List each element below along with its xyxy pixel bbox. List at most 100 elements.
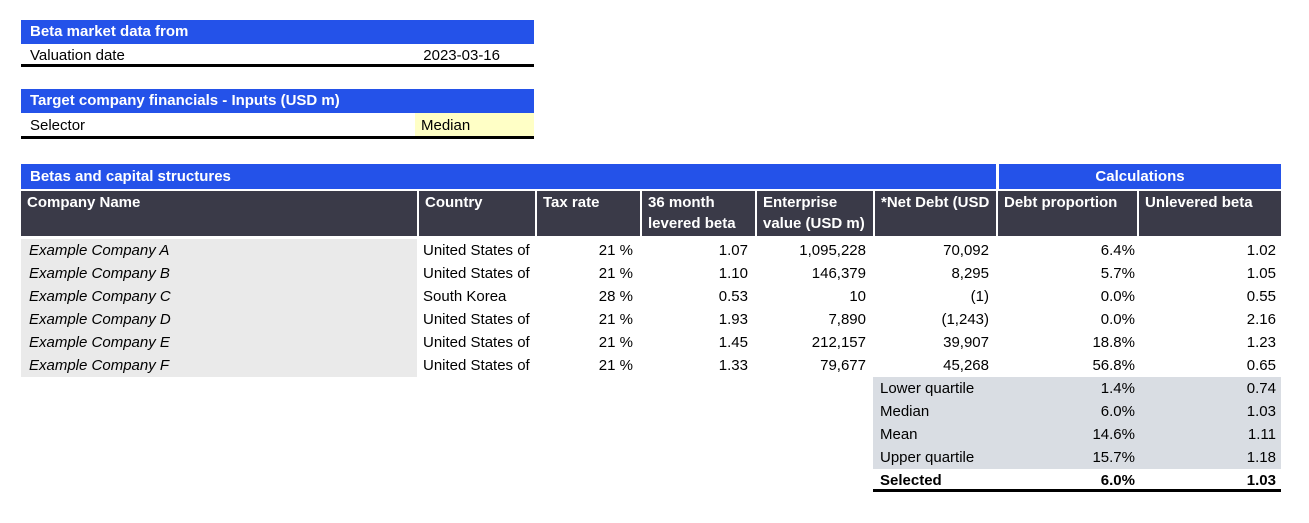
valuation-date-value: 2023-03-16: [423, 47, 500, 64]
company-name-cell: Example Company E: [21, 331, 417, 354]
tax-rate-cell: 21 %: [598, 357, 633, 374]
unlevered-beta-cell: 1.23: [1246, 334, 1276, 351]
enterprise-value-cell: 7,890: [828, 311, 866, 328]
net-debt-cell: (1): [970, 288, 989, 305]
summary-block: Lower quartile 1.4% 0.74 Median 6.0% 1.0…: [21, 377, 1281, 492]
col-header-net-debt: *Net Debt (USD: [873, 191, 996, 236]
col-header-country: Country: [417, 191, 535, 236]
summary-row-median: Median 6.0% 1.03: [21, 400, 1281, 423]
summary-label: Lower quartile: [880, 380, 975, 397]
country-cell: South Korea: [423, 288, 507, 305]
unlevered-beta-cell: 1.05: [1246, 265, 1276, 282]
summary-label: Selected: [880, 472, 942, 489]
valuation-date-label: Valuation date: [30, 47, 125, 64]
valuation-date-row: Valuation date 2023-03-16: [21, 44, 534, 67]
banner-divider: [996, 164, 999, 189]
summary-label: Mean: [880, 426, 918, 443]
debt-proportion-cell: 56.8%: [1092, 357, 1135, 374]
summary-debt-proportion: 1.4%: [1100, 380, 1135, 397]
enterprise-value-cell: 10: [849, 288, 866, 305]
company-name-cell: Example Company C: [21, 285, 417, 308]
debt-proportion-cell: 5.7%: [1100, 265, 1135, 282]
summary-row-upper-quartile: Upper quartile 15.7% 1.18: [21, 446, 1281, 469]
country-cell: United States of: [423, 357, 530, 374]
company-name-cell: Example Company B: [21, 262, 417, 285]
col-header-line: Enterprise: [763, 194, 838, 211]
levered-beta-cell: 1.07: [718, 242, 748, 259]
col-header-enterprise-value: Enterprise value (USD m): [755, 191, 873, 236]
betas-table: Betas and capital structures Calculation…: [21, 164, 1281, 492]
col-header-debt-proportion: Debt proportion: [996, 191, 1137, 236]
debt-proportion-cell: 0.0%: [1100, 311, 1135, 328]
debt-proportion-cell: 0.0%: [1100, 288, 1135, 305]
country-cell: United States of: [423, 311, 530, 328]
summary-cells: Lower quartile 1.4% 0.74: [873, 377, 1281, 400]
unlevered-beta-cell: 1.02: [1246, 242, 1276, 259]
country-cell: United States of: [423, 334, 530, 351]
levered-beta-cell: 1.93: [718, 311, 748, 328]
col-header-levered-beta: 36 month levered beta: [640, 191, 755, 236]
target-inputs-section: Target company financials - Inputs (USD …: [21, 89, 534, 139]
tax-rate-cell: 21 %: [598, 242, 633, 259]
summary-unlevered-beta: 1.03: [1246, 472, 1276, 489]
tax-rate-cell: 21 %: [598, 311, 633, 328]
col-header-line: 36 month: [648, 194, 715, 211]
col-header-line: Debt proportion: [1004, 194, 1118, 211]
selector-label: Selector: [30, 117, 86, 134]
table-row: Example Company B United States of 21 % …: [21, 262, 1281, 285]
tax-rate-cell: 21 %: [598, 265, 633, 282]
levered-beta-cell: 1.45: [718, 334, 748, 351]
col-header-line: value (USD m): [763, 215, 865, 232]
col-header-line: Tax rate: [543, 194, 600, 211]
enterprise-value-cell: 212,157: [811, 334, 866, 351]
summary-spacer: [21, 446, 873, 469]
summary-row-lower-quartile: Lower quartile 1.4% 0.74: [21, 377, 1281, 400]
debt-proportion-cell: 18.8%: [1092, 334, 1135, 351]
col-header-line: Company Name: [27, 194, 141, 211]
summary-debt-proportion: 6.0%: [1100, 403, 1135, 420]
unlevered-beta-cell: 0.55: [1246, 288, 1276, 305]
company-name-cell: Example Company D: [21, 308, 417, 331]
summary-cells: Selected 6.0% 1.03: [873, 469, 1281, 492]
col-header-unlevered-beta: Unlevered beta: [1137, 191, 1281, 236]
enterprise-value-cell: 79,677: [820, 357, 866, 374]
country-cell: United States of: [423, 242, 530, 259]
col-header-line: *Net Debt (USD: [881, 194, 990, 211]
betas-banner: Betas and capital structures: [21, 164, 996, 189]
summary-cells: Upper quartile 15.7% 1.18: [873, 446, 1281, 469]
table-body: Example Company A United States of 21 % …: [21, 239, 1281, 377]
table-row: Example Company A United States of 21 % …: [21, 239, 1281, 262]
table-banner-row: Betas and capital structures Calculation…: [21, 164, 1281, 189]
summary-cells: Median 6.0% 1.03: [873, 400, 1281, 423]
beta-market-section: Beta market data from Valuation date 202…: [21, 20, 534, 67]
col-header-line: Country: [425, 194, 483, 211]
selector-row: Selector Median: [21, 113, 534, 139]
levered-beta-cell: 1.33: [718, 357, 748, 374]
table-row: Example Company E United States of 21 % …: [21, 331, 1281, 354]
summary-debt-proportion: 6.0%: [1100, 472, 1135, 489]
country-cell: United States of: [423, 265, 530, 282]
net-debt-cell: 70,092: [943, 242, 989, 259]
summary-cells: Mean 14.6% 1.11: [873, 423, 1281, 446]
calculations-banner: Calculations: [999, 164, 1281, 189]
summary-spacer: [21, 377, 873, 400]
summary-spacer: [21, 423, 873, 446]
tax-rate-cell: 21 %: [598, 334, 633, 351]
summary-row-mean: Mean 14.6% 1.11: [21, 423, 1281, 446]
selector-input-cell[interactable]: Median: [415, 113, 534, 136]
summary-label: Upper quartile: [880, 449, 975, 466]
net-debt-cell: 45,268: [943, 357, 989, 374]
col-header-line: Unlevered beta: [1145, 194, 1253, 211]
beta-market-header: Beta market data from: [21, 20, 534, 44]
summary-unlevered-beta: 1.18: [1246, 449, 1276, 466]
table-header-row: Company Name Country Tax rate 36 month le…: [21, 191, 1281, 236]
enterprise-value-cell: 1,095,228: [799, 242, 866, 259]
levered-beta-cell: 1.10: [718, 265, 748, 282]
summary-spacer: [21, 469, 873, 492]
tax-rate-cell: 28 %: [598, 288, 633, 305]
net-debt-cell: 39,907: [943, 334, 989, 351]
summary-spacer: [21, 400, 873, 423]
table-row: Example Company C South Korea 28 % 0.53 …: [21, 285, 1281, 308]
table-row: Example Company F United States of 21 % …: [21, 354, 1281, 377]
summary-unlevered-beta: 1.11: [1247, 426, 1276, 443]
